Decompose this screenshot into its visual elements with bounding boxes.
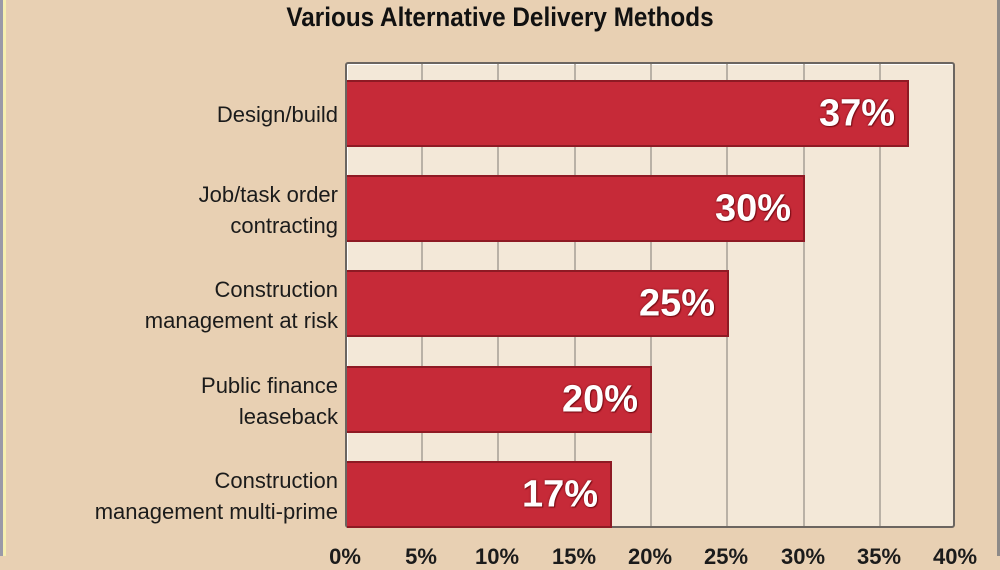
bar-public-finance-leaseback: 20% bbox=[347, 366, 652, 433]
bar-value-label: 17% bbox=[521, 473, 598, 515]
x-tick-label: 30% bbox=[780, 544, 826, 569]
left-border-highlight bbox=[3, 0, 6, 556]
category-label-line: contracting bbox=[230, 213, 338, 238]
bar-value-label: 25% bbox=[638, 282, 715, 324]
category-label-line: management at risk bbox=[144, 308, 338, 333]
right-border bbox=[997, 0, 1000, 556]
category-label-line: Job/task order bbox=[198, 182, 338, 207]
x-tick-label: 20% bbox=[627, 544, 673, 569]
category-label-line: leaseback bbox=[238, 404, 338, 429]
bar-value-label: 37% bbox=[818, 92, 895, 134]
x-tick-label: 5% bbox=[405, 544, 437, 569]
x-tick-label: 40% bbox=[932, 544, 978, 569]
category-label: Construction management multi-prime bbox=[8, 465, 338, 527]
category-label: Job/task order contracting bbox=[8, 179, 338, 241]
x-tick-label: 0% bbox=[329, 544, 361, 569]
category-label: Design/build bbox=[8, 99, 338, 130]
category-label-line: Construction bbox=[214, 277, 338, 302]
bar-cm-multi-prime: 17% bbox=[347, 461, 612, 528]
category-label: Public finance leaseback bbox=[8, 370, 338, 432]
category-label: Construction management at risk bbox=[8, 274, 338, 336]
chart-title: Various Alternative Delivery Methods bbox=[286, 2, 714, 32]
gridline-30 bbox=[803, 64, 805, 526]
bar-cm-at-risk: 25% bbox=[347, 270, 729, 337]
x-tick-label: 10% bbox=[474, 544, 520, 569]
category-label-line: Design/build bbox=[216, 102, 338, 127]
x-tick-label: 15% bbox=[551, 544, 597, 569]
bar-job-task-order: 30% bbox=[347, 175, 805, 242]
category-label-line: Public finance bbox=[201, 373, 338, 398]
category-label-line: Construction bbox=[214, 468, 338, 493]
bar-value-label: 20% bbox=[561, 378, 638, 420]
bar-design-build: 37% bbox=[347, 80, 909, 147]
x-tick-label: 25% bbox=[703, 544, 749, 569]
x-tick-label: 35% bbox=[856, 544, 902, 569]
gridline-35 bbox=[879, 64, 881, 526]
category-label-line: management multi-prime bbox=[94, 499, 338, 524]
bar-value-label: 30% bbox=[714, 187, 791, 229]
left-border bbox=[0, 0, 3, 556]
plot-area: 37% 30% 25% 20% 17% bbox=[345, 62, 955, 528]
